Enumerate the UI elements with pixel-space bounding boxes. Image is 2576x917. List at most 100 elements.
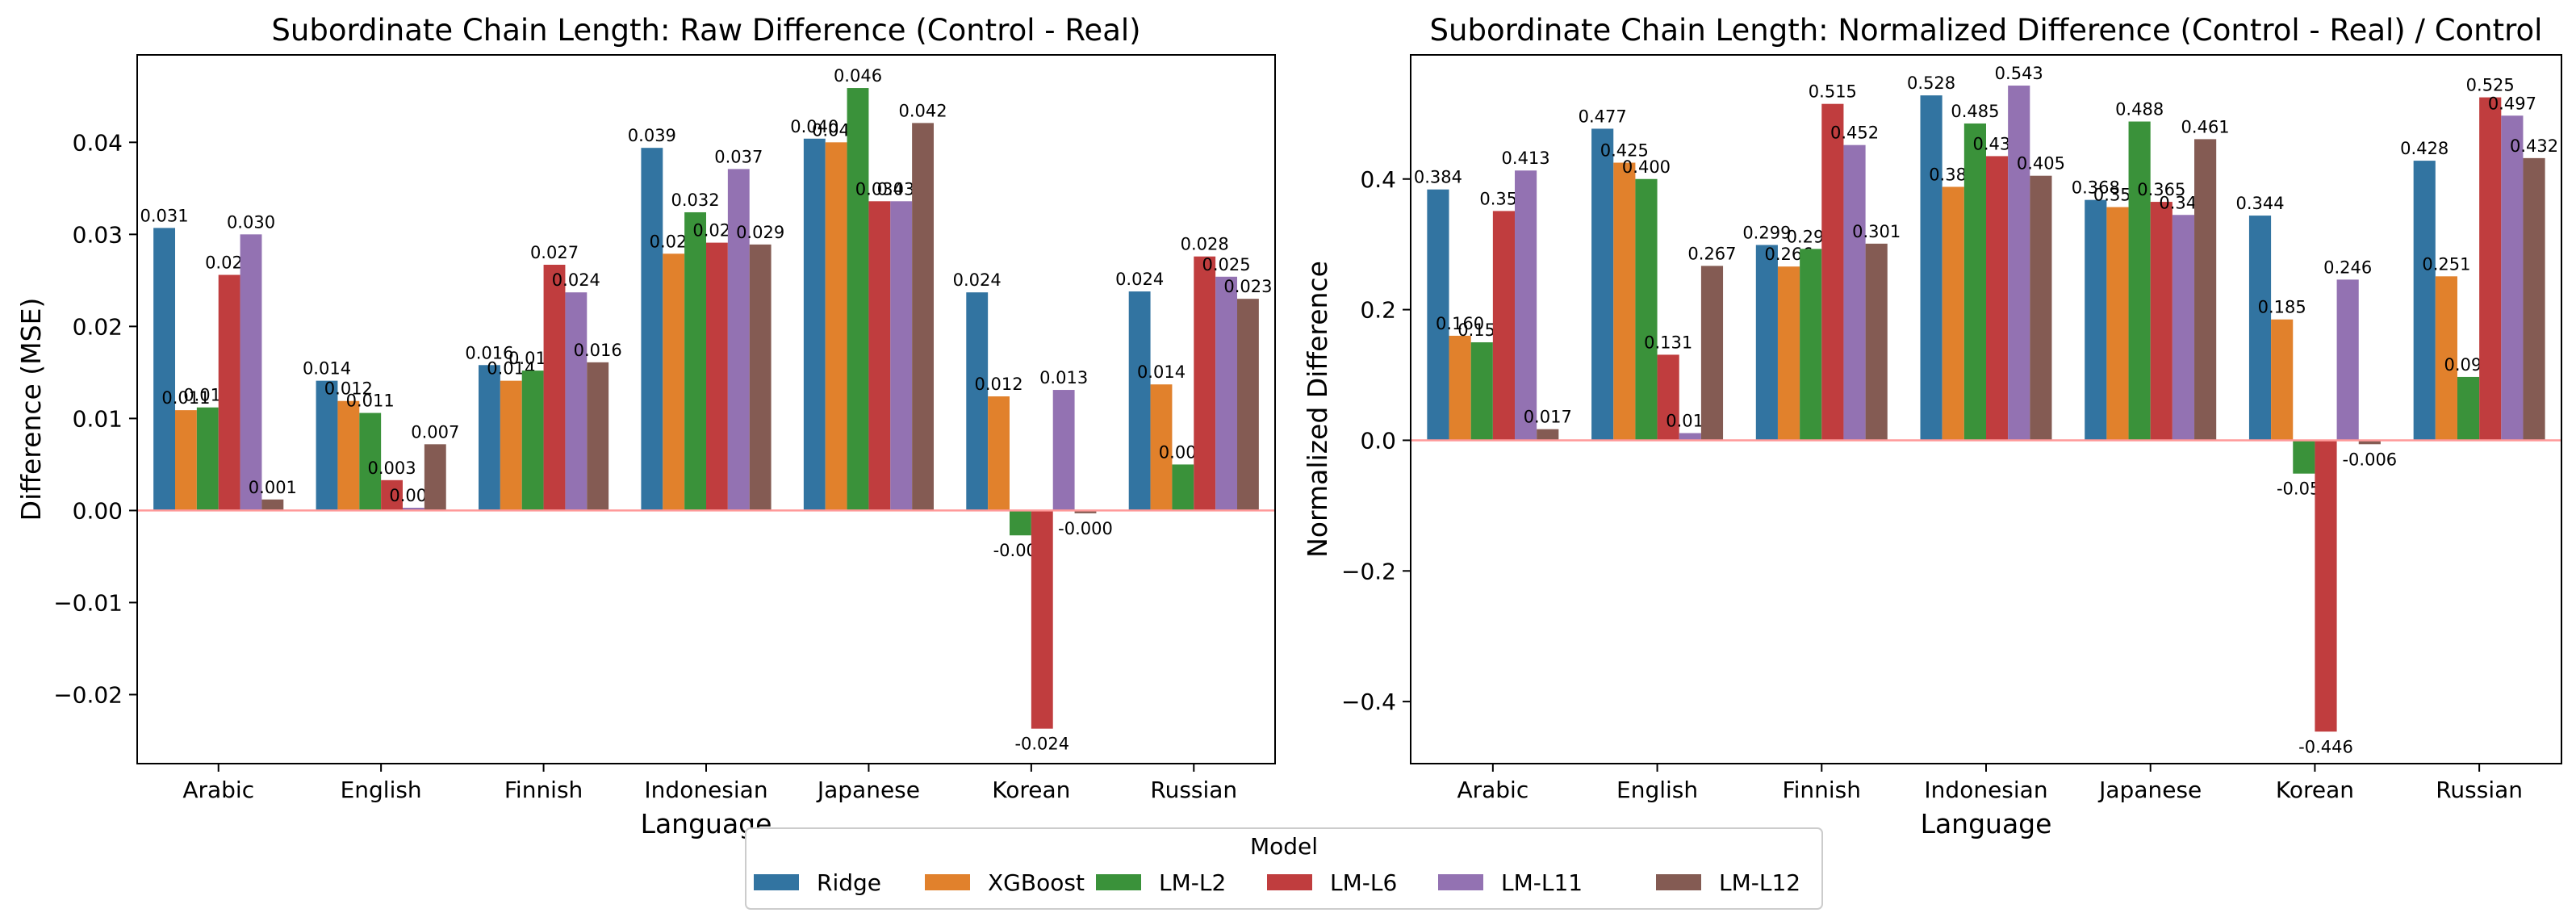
data-label: -0.006	[2342, 450, 2397, 469]
data-label: 0.384	[1414, 168, 1462, 187]
bar-xgboost-russian	[1150, 384, 1173, 511]
legend-swatch-ridge	[754, 874, 799, 890]
bar-ridge-japanese	[2085, 199, 2107, 441]
chart-panel-1: Subordinate Chain Length: Raw Difference…	[15, 13, 1276, 840]
y-tick-label: −0.4	[1341, 689, 1396, 715]
x-tick-label: Japanese	[816, 777, 920, 803]
bar-lm-l6-russian	[2479, 97, 2502, 441]
bar-xgboost-arabic	[175, 410, 197, 511]
bar-lm-l2-arabic	[1470, 342, 1493, 441]
bar-lm-l12-indonesian	[749, 244, 772, 511]
bar-lm-l12-russian	[1237, 299, 1259, 511]
data-label: 0.032	[671, 191, 720, 210]
bar-xgboost-finnish	[500, 380, 522, 511]
x-tick-label: English	[1616, 777, 1698, 803]
bar-lm-l12-russian	[2523, 157, 2545, 441]
data-label: 0.023	[1223, 277, 1272, 296]
x-tick-label: Finnish	[1783, 777, 1861, 803]
y-tick-label: −0.2	[1341, 558, 1396, 584]
bar-lm-l6-arabic	[1492, 211, 1516, 441]
bar-lm-l12-arabic	[1537, 429, 1559, 441]
bar-ridge-korean	[966, 292, 989, 511]
bar-lm-l11-indonesian	[2008, 86, 2030, 441]
bar-ridge-indonesian	[1920, 95, 1942, 441]
data-label: -0.024	[1014, 735, 1069, 754]
y-tick-label: −0.01	[53, 589, 123, 616]
data-label: 0.003	[368, 458, 416, 478]
data-label: 0.246	[2323, 258, 2372, 277]
bar-lm-l11-japanese	[2172, 215, 2195, 441]
bar-lm-l6-japanese	[2150, 202, 2172, 441]
data-label: 0.515	[1809, 82, 1857, 102]
bar-lm-l11-russian	[1215, 276, 1237, 511]
data-label: 0.040	[790, 117, 838, 136]
data-label: 0.488	[2115, 100, 2164, 119]
data-label: 0.029	[736, 223, 784, 242]
y-tick-label: 0.0	[1360, 427, 1396, 454]
bar-ridge-finnish	[479, 365, 500, 511]
bar-xgboost-english	[1613, 162, 1636, 441]
data-label: 0.027	[530, 243, 579, 262]
bar-xgboost-japanese	[2106, 207, 2129, 441]
data-label: 0.007	[411, 422, 459, 442]
x-tick-label: English	[341, 777, 422, 803]
data-label: 0.024	[1115, 270, 1164, 289]
data-label: 0.042	[899, 101, 947, 120]
data-label: -0.000	[1058, 519, 1113, 538]
data-label: 0.528	[1907, 73, 1955, 93]
bar-lm-l2-korean	[2293, 440, 2315, 474]
data-label: 0.185	[2258, 298, 2306, 317]
y-tick-label: 0.02	[73, 313, 123, 340]
legend-title: Model	[1250, 833, 1318, 860]
bar-lm-l6-japanese	[868, 201, 891, 511]
x-tick-label: Japanese	[2097, 777, 2202, 803]
legend-swatch-xgboost	[925, 874, 970, 890]
bar-xgboost-arabic	[1449, 335, 1471, 441]
y-tick-label: 0.4	[1360, 166, 1396, 193]
data-label: 0.011	[161, 388, 210, 408]
data-label: 0.400	[1622, 157, 1671, 177]
legend-swatch-lm-l11	[1438, 874, 1483, 890]
data-label: 0.452	[1830, 124, 1879, 143]
bar-xgboost-korean	[2271, 319, 2294, 441]
bar-ridge-japanese	[803, 138, 826, 511]
bar-xgboost-korean	[988, 396, 1010, 511]
bar-lm-l6-korean	[2315, 440, 2337, 732]
legend-swatch-lm-l12	[1656, 874, 1701, 890]
data-label: 0.525	[2466, 76, 2515, 95]
y-tick-label: 0.01	[73, 405, 123, 432]
bar-lm-l11-english	[403, 508, 424, 511]
data-label: 0.368	[2072, 178, 2120, 198]
bar-lm-l6-korean	[1031, 510, 1053, 729]
bar-ridge-indonesian	[641, 148, 663, 511]
bar-lm-l2-russian	[2457, 376, 2480, 441]
data-label: 0.299	[1742, 223, 1791, 242]
bar-lm-l11-english	[1679, 433, 1701, 441]
x-tick-label: Russian	[2436, 777, 2523, 803]
y-tick-label: 0.04	[73, 129, 123, 156]
data-label: 0.031	[140, 206, 189, 225]
data-label: 0.028	[1181, 235, 1229, 254]
bar-lm-l2-japanese	[847, 88, 869, 511]
legend-label: Ridge	[817, 869, 881, 896]
bar-xgboost-indonesian	[1942, 186, 1964, 441]
bar-lm-l2-indonesian	[684, 211, 706, 511]
bar-lm-l12-japanese	[912, 123, 934, 511]
bar-lm-l12-finnish	[1865, 243, 1888, 441]
bar-ridge-russian	[1128, 291, 1151, 511]
x-tick-label: Arabic	[182, 777, 254, 803]
bar-lm-l12-english	[1700, 266, 1724, 441]
bar-xgboost-russian	[2435, 276, 2457, 441]
data-label: 0.251	[2422, 254, 2470, 274]
bar-lm-l12-indonesian	[2030, 175, 2052, 441]
bar-xgboost-indonesian	[663, 253, 685, 511]
bar-lm-l2-indonesian	[1963, 123, 1986, 441]
bar-lm-l11-japanese	[890, 201, 913, 511]
legend-label: LM-L12	[1719, 869, 1800, 896]
y-axis-label: Normalized Difference	[1302, 261, 1333, 558]
data-label: 0.461	[2181, 117, 2230, 136]
bar-ridge-finnish	[1755, 245, 1778, 441]
bar-lm-l11-korean	[2336, 279, 2359, 441]
chart-title: Subordinate Chain Length: Raw Difference…	[271, 13, 1140, 48]
bar-lm-l2-english	[1635, 178, 1658, 441]
